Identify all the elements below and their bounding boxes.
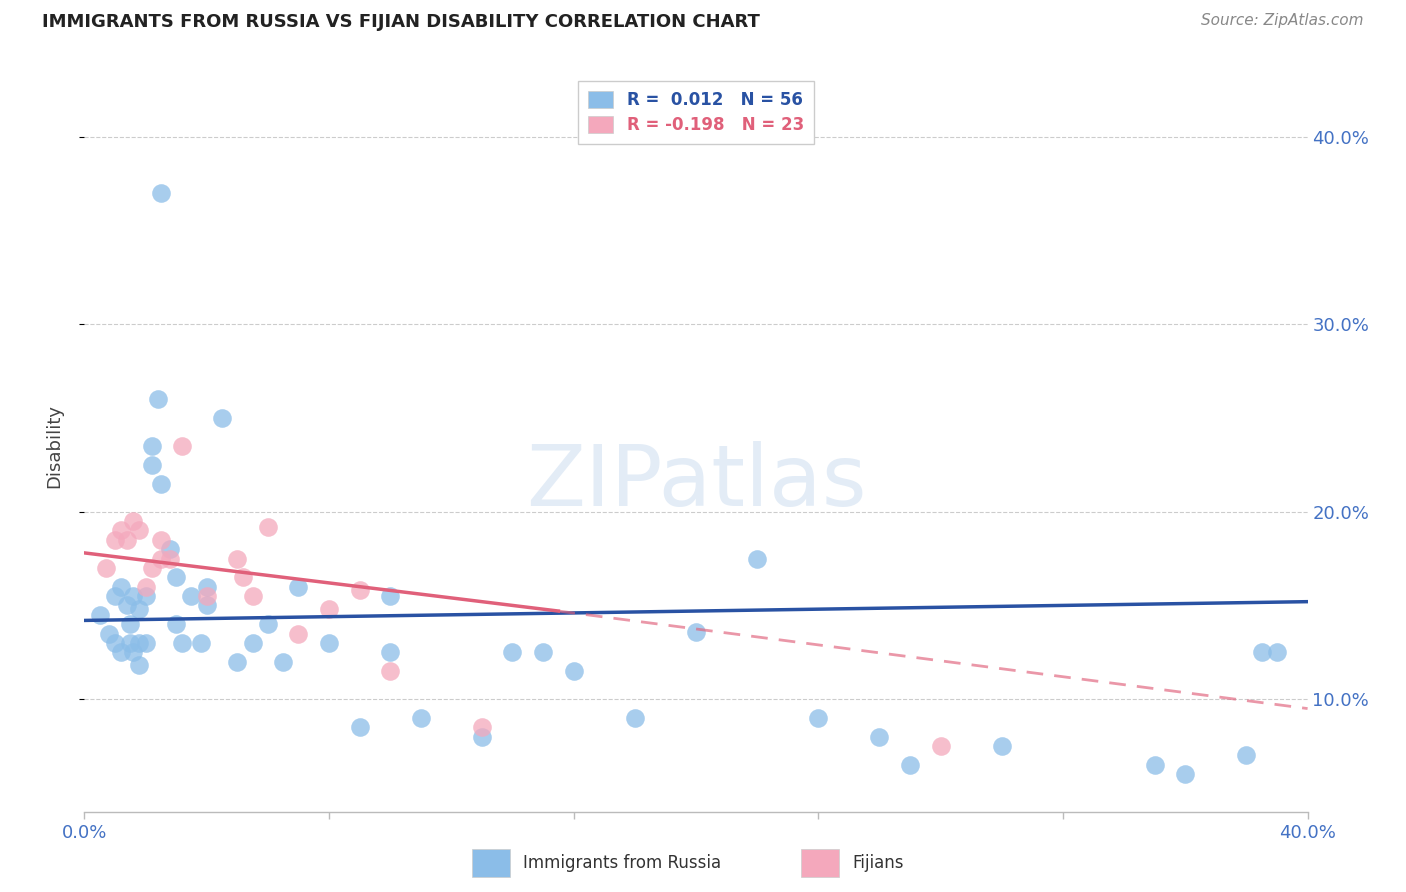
Point — [89, 607, 111, 622]
Point — [104, 589, 127, 603]
Point — [149, 533, 172, 547]
Point — [97, 626, 120, 640]
Point — [180, 589, 202, 603]
Point — [159, 551, 181, 566]
Point — [190, 636, 212, 650]
Point — [226, 551, 249, 566]
Point — [471, 720, 494, 734]
Point — [110, 524, 132, 538]
Point — [122, 514, 145, 528]
Point — [991, 739, 1014, 753]
Point — [110, 580, 132, 594]
Point — [1265, 645, 1288, 659]
Point — [172, 636, 194, 650]
Point — [122, 645, 145, 659]
Point — [242, 589, 264, 603]
Point — [135, 589, 157, 603]
Point — [747, 551, 769, 566]
Point — [128, 636, 150, 650]
Text: Source: ZipAtlas.com: Source: ZipAtlas.com — [1201, 13, 1364, 29]
Point — [318, 636, 340, 650]
Point — [115, 533, 138, 547]
Point — [807, 711, 830, 725]
Legend: R =  0.012   N = 56, R = -0.198   N = 23: R = 0.012 N = 56, R = -0.198 N = 23 — [578, 81, 814, 145]
Point — [141, 458, 163, 472]
Point — [172, 439, 194, 453]
Point — [149, 476, 172, 491]
Point — [135, 636, 157, 650]
Point — [110, 645, 132, 659]
Point — [120, 636, 142, 650]
Point — [898, 757, 921, 772]
Y-axis label: Disability: Disability — [45, 404, 63, 488]
Point — [271, 655, 294, 669]
Point — [685, 624, 707, 639]
Point — [471, 730, 494, 744]
Point — [929, 739, 952, 753]
Point — [165, 617, 187, 632]
Point — [120, 617, 142, 632]
Point — [380, 645, 402, 659]
Point — [257, 617, 280, 632]
Point — [869, 730, 891, 744]
Point — [135, 580, 157, 594]
Point — [409, 711, 432, 725]
Point — [349, 583, 371, 598]
Point — [226, 655, 249, 669]
Point — [195, 580, 218, 594]
Point — [146, 392, 169, 406]
Point — [502, 645, 524, 659]
Point — [380, 589, 402, 603]
Point — [624, 711, 647, 725]
Point — [104, 533, 127, 547]
Point — [287, 626, 309, 640]
Point — [257, 519, 280, 533]
Point — [128, 524, 150, 538]
Point — [562, 664, 585, 678]
Point — [149, 186, 172, 200]
Point — [1250, 645, 1272, 659]
Point — [1143, 757, 1166, 772]
Point — [318, 602, 340, 616]
Text: Fijians: Fijians — [852, 854, 904, 872]
Bar — [472, 849, 510, 877]
Point — [141, 561, 163, 575]
Text: Immigrants from Russia: Immigrants from Russia — [523, 854, 721, 872]
Point — [287, 580, 309, 594]
Point — [141, 439, 163, 453]
Point — [1174, 767, 1197, 781]
Point — [122, 589, 145, 603]
Point — [211, 410, 233, 425]
Point — [128, 658, 150, 673]
Point — [349, 720, 371, 734]
Point — [242, 636, 264, 650]
Bar — [801, 849, 839, 877]
Point — [380, 664, 402, 678]
Point — [531, 645, 554, 659]
Point — [165, 570, 187, 584]
Point — [94, 561, 117, 575]
Text: IMMIGRANTS FROM RUSSIA VS FIJIAN DISABILITY CORRELATION CHART: IMMIGRANTS FROM RUSSIA VS FIJIAN DISABIL… — [42, 13, 761, 31]
Point — [1236, 748, 1258, 763]
Point — [232, 570, 254, 584]
Point — [195, 599, 218, 613]
Point — [195, 589, 218, 603]
Point — [104, 636, 127, 650]
Point — [159, 542, 181, 557]
Point — [128, 602, 150, 616]
Point — [115, 599, 138, 613]
Point — [149, 551, 172, 566]
Text: ZIPatlas: ZIPatlas — [526, 441, 866, 524]
